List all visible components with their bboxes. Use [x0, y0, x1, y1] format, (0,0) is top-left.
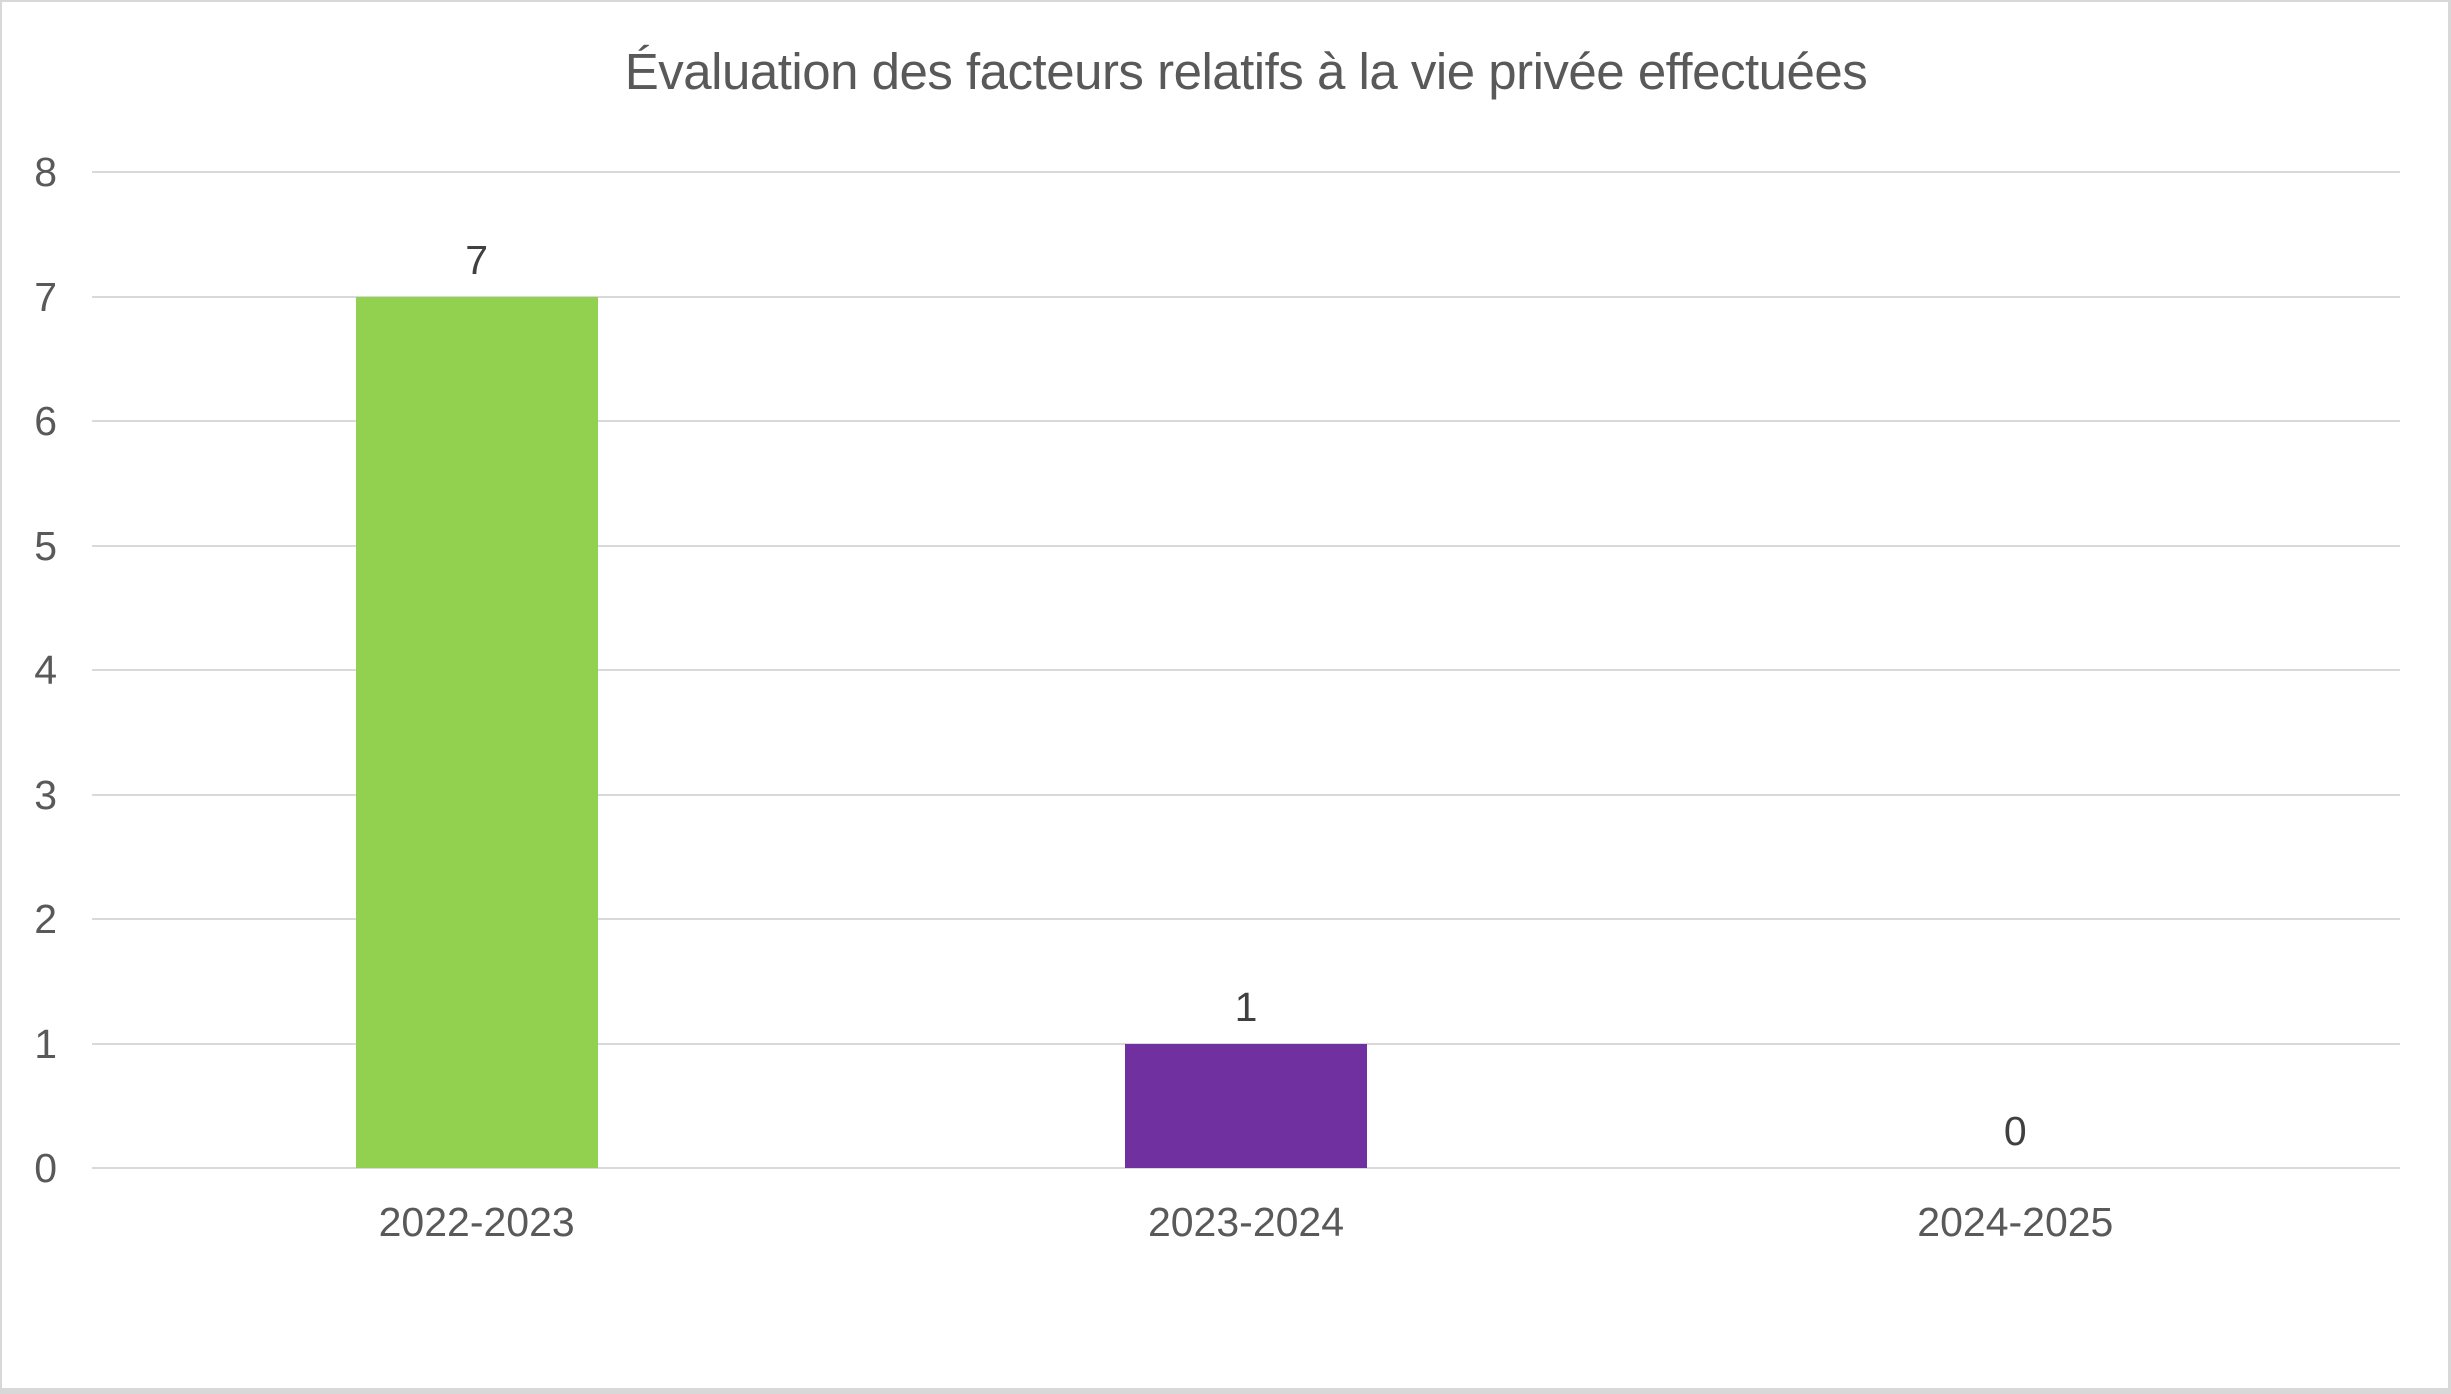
gridline: [92, 544, 2400, 547]
y-axis-tick-label: 2: [34, 896, 57, 942]
y-axis-tick-label: 1: [34, 1020, 57, 1067]
gridline: [92, 420, 2400, 422]
x-axis-category-label: 2023-2024: [1147, 1199, 1345, 1245]
y-axis-tick-label: 5: [34, 522, 57, 569]
gridline: [92, 669, 2400, 671]
gridline: [92, 1167, 2400, 1169]
plot-area: 7 1 0: [92, 171, 2400, 1169]
gridline: [92, 918, 2400, 920]
x-axis-category-label: 2024-2025: [1917, 1199, 2114, 1245]
data-label: 0: [2003, 1108, 2027, 1154]
y-axis-tick-label: 4: [34, 647, 57, 693]
gridline: [92, 295, 2400, 298]
gridline: [92, 793, 2400, 796]
y-axis-tick-label: 0: [34, 1145, 57, 1191]
bar-2023-2024: [1125, 1043, 1367, 1168]
y-axis-tick-label: 6: [34, 398, 57, 444]
y-axis-tick-label: 7: [34, 273, 57, 320]
chart-title: Évaluation des facteurs relatifs à la vi…: [624, 43, 1868, 100]
gridline: [92, 171, 2400, 173]
data-label: 1: [1234, 983, 1258, 1030]
bar-2022-2023: [355, 296, 598, 1168]
data-label: 7: [465, 236, 489, 283]
y-axis-tick-label: 8: [34, 149, 57, 195]
y-axis-tick-label: 3: [34, 771, 57, 818]
x-axis-category-label: 2022-2023: [378, 1199, 575, 1245]
